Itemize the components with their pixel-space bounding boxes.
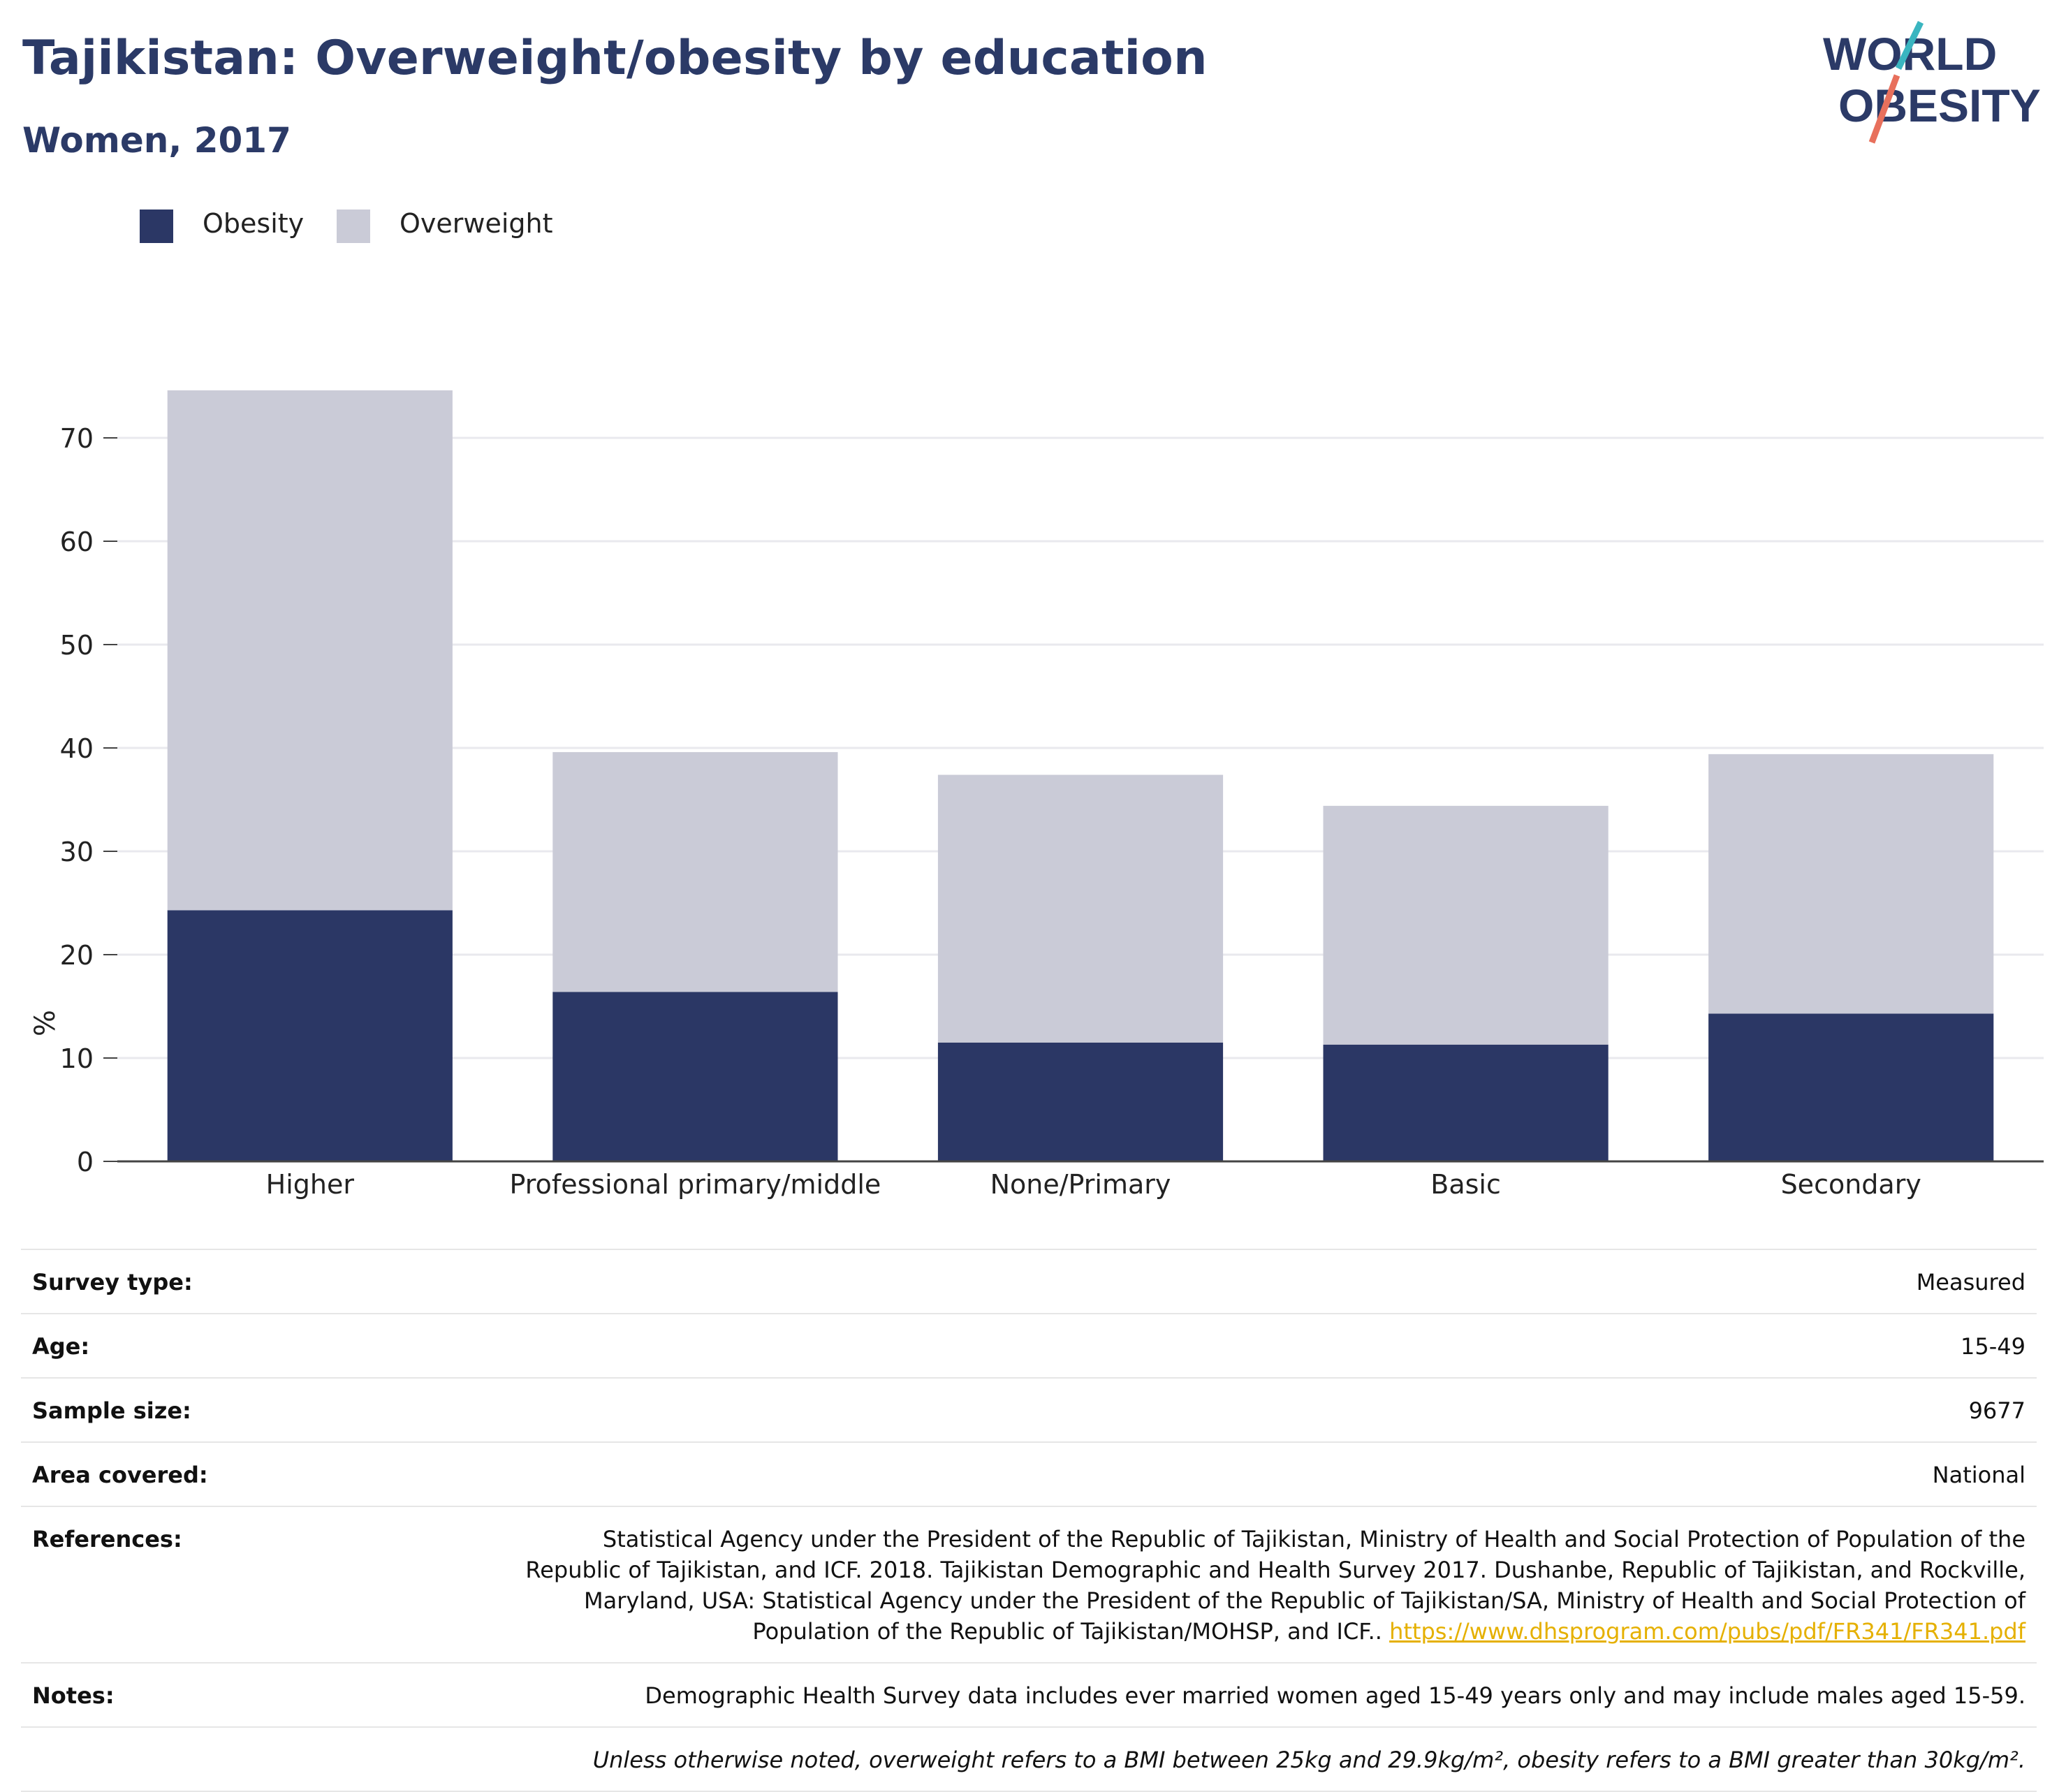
- bar-obesity-5[interactable]: [1708, 1013, 1994, 1161]
- y-tick-label: 10: [60, 1043, 94, 1074]
- bar-obesity-1[interactable]: [167, 910, 453, 1161]
- metadata-label: References:: [32, 1526, 182, 1552]
- bars: [167, 390, 1994, 1161]
- metadata-row: Survey type: Measured: [21, 1249, 2037, 1313]
- metadata-value: National: [1932, 1462, 2025, 1488]
- bar-overweight-2[interactable]: [552, 751, 838, 992]
- metadata-value: 15-49: [1961, 1333, 2025, 1360]
- metadata-label: Area covered:: [32, 1462, 208, 1488]
- bar-chart: 0 10 20 30 40 50 60 70 Higher Professional prima…: [29, 390, 2044, 1200]
- metadata-value: Demographic Health Survey data includes …: [645, 1682, 2025, 1709]
- metadata-label: Notes:: [32, 1682, 115, 1709]
- metadata-label: Sample size:: [32, 1397, 191, 1424]
- y-axis-label: %: [29, 1010, 61, 1036]
- bar-overweight-4[interactable]: [1323, 805, 1609, 1045]
- bar-overweight-1[interactable]: [167, 390, 453, 911]
- metadata-value: 9677: [1968, 1397, 2025, 1424]
- metadata-value: Measured: [1916, 1269, 2025, 1295]
- legend-swatch-overweight: [337, 210, 370, 243]
- y-tick-label: 40: [60, 733, 94, 764]
- chart-subtitle: Women, 2017: [22, 120, 291, 161]
- y-tick-label: 70: [60, 423, 94, 454]
- metadata-row: Sample size: 9677: [21, 1377, 2037, 1441]
- legend-label-obesity: Obesity: [203, 208, 305, 239]
- x-tick-label: Higher: [266, 1169, 355, 1200]
- bar-overweight-3[interactable]: [937, 774, 1224, 1043]
- y-tick-label: 50: [60, 630, 94, 661]
- legend-swatch-obesity: [140, 210, 173, 243]
- y-tick-label: 20: [60, 940, 94, 971]
- metadata-row: Age: 15-49: [21, 1313, 2037, 1377]
- metadata-row: Area covered: National: [21, 1441, 2037, 1506]
- bar-obesity-2[interactable]: [552, 992, 838, 1161]
- legend-label-overweight: Overweight: [400, 208, 553, 239]
- y-tick-label: 60: [60, 527, 94, 557]
- y-axis-ticks: 0 10 20 30 40 50 60 70: [60, 423, 117, 1177]
- x-tick-label: Professional primary/middle: [510, 1169, 881, 1200]
- logo-line2: OBESITY: [1838, 80, 2041, 131]
- logo-slash-top: [1895, 21, 1924, 70]
- metadata-row: References: Statistical Agency under the …: [21, 1506, 2037, 1662]
- x-tick-label: Secondary: [1781, 1169, 1921, 1200]
- world-obesity-logo: WORLD OBESITY: [1823, 21, 2041, 144]
- metadata-row: Notes: Demographic Health Survey data inc…: [21, 1662, 2037, 1726]
- bar-obesity-4[interactable]: [1323, 1044, 1609, 1161]
- x-axis-ticks: Higher Professional primary/middle None/Pr…: [117, 1160, 2044, 1200]
- logo-line1: WORLD: [1823, 28, 1997, 80]
- y-tick-label: 0: [77, 1147, 94, 1177]
- x-tick-label: Basic: [1430, 1169, 1501, 1200]
- metadata-value: Statistical Agency under the President o…: [525, 1526, 2025, 1645]
- metadata-label: Survey type:: [32, 1269, 193, 1295]
- reference-link[interactable]: https://www.dhsprogram.com/pubs/pdf/FR34…: [1389, 1618, 2025, 1645]
- footnote: Unless otherwise noted, overweight refer…: [21, 1726, 2037, 1792]
- bar-overweight-5[interactable]: [1708, 754, 1994, 1014]
- metadata-table: Survey type: Measured Age: 15-49 Sample size…: [21, 1249, 2037, 1792]
- metadata-label: Age:: [32, 1333, 90, 1360]
- logo-slash-bottom: [1868, 74, 1900, 144]
- x-tick-label: None/Primary: [990, 1169, 1171, 1200]
- y-tick-label: 30: [60, 837, 94, 867]
- bar-obesity-3[interactable]: [937, 1042, 1224, 1161]
- chart-title: Tajikistan: Overweight/obesity by educat…: [22, 31, 1208, 86]
